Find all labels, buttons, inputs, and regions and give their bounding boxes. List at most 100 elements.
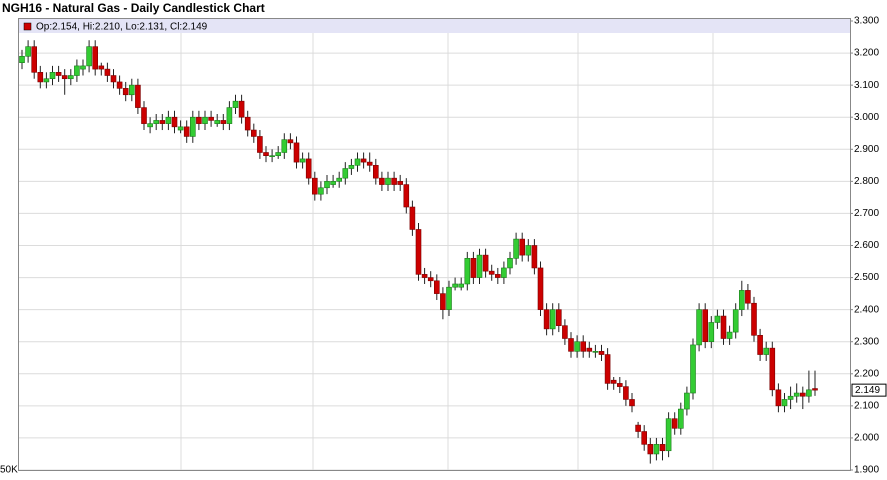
candle-body: [25, 46, 31, 57]
y-tick-label: 2.100: [854, 400, 879, 411]
candle-body: [372, 165, 379, 179]
candle-body: [769, 347, 776, 391]
candle-body: [452, 283, 458, 288]
candle-body: [476, 254, 483, 278]
candle-body: [531, 245, 538, 269]
plot-frame: [18, 18, 851, 471]
candle-body: [635, 424, 641, 432]
candle-body: [549, 309, 556, 330]
y-tick-label: 2.200: [854, 368, 879, 379]
date-grid: [180, 18, 714, 470]
candle-body: [665, 418, 672, 452]
candle-body: [311, 177, 318, 195]
candle-body: [745, 290, 751, 304]
candle-body: [202, 116, 208, 124]
y-tick-label: 2.900: [854, 144, 879, 155]
candle-body: [470, 258, 477, 278]
candle-body: [586, 347, 593, 352]
candles: [19, 40, 818, 464]
y-tick-label: 2.300: [854, 336, 879, 347]
y-tick-label: 3.200: [854, 48, 879, 59]
candle-body: [98, 65, 105, 70]
candle-body: [92, 46, 98, 70]
candle-body: [379, 177, 385, 185]
candle-body: [726, 331, 733, 339]
candle-body: [68, 75, 74, 80]
candle-body: [787, 395, 794, 400]
candle-body: [598, 351, 605, 355]
candle-body: [391, 177, 397, 185]
candle-body: [153, 120, 159, 124]
candle-body: [122, 88, 129, 96]
candle-body: [330, 181, 336, 185]
candle-body: [440, 293, 446, 310]
candle-body: [147, 123, 153, 128]
candle-body: [397, 181, 404, 185]
candle-body: [232, 100, 239, 108]
candle-body: [104, 68, 111, 76]
candle-body: [671, 418, 678, 429]
candle-body: [427, 277, 434, 282]
candle-body: [623, 386, 629, 400]
candle-body: [458, 283, 465, 288]
legend-band: [19, 19, 850, 33]
candle-body: [299, 158, 306, 163]
y-tick-label: 2.800: [854, 176, 879, 187]
grid: [19, 20, 850, 471]
y-axis: 1.900 2.000 2.100 2.200 2.300 2.400 2.500 2.600…: [850, 16, 887, 476]
candle-body: [281, 139, 288, 153]
candle-body: [336, 177, 343, 182]
candle-body: [537, 267, 544, 310]
candle-body: [592, 351, 599, 353]
candle-body: [610, 379, 617, 384]
candle-body: [324, 181, 330, 189]
candle-body: [482, 254, 489, 272]
candle-body: [177, 126, 184, 131]
candle-body: [348, 165, 355, 169]
candle-body: [574, 341, 580, 352]
y-tick-label: 3.100: [854, 80, 879, 91]
candle-body: [244, 116, 251, 131]
candle-body: [708, 322, 715, 343]
candle-body: [135, 84, 141, 108]
candle-body: [415, 229, 422, 275]
candle-body: [257, 136, 263, 153]
candle-body: [732, 309, 739, 333]
candle-body: [31, 46, 38, 73]
candle-body: [580, 341, 587, 352]
y-tick-label: 2.600: [854, 240, 879, 251]
candle-body: [214, 120, 220, 124]
candle-body: [525, 245, 532, 256]
last-price-box: [851, 383, 887, 397]
candle-body: [55, 72, 62, 76]
candle-body: [763, 347, 770, 355]
candle-body: [684, 392, 690, 410]
y-tick-label: 3.000: [854, 112, 879, 123]
candle-body: [653, 444, 660, 455]
candle-body: [305, 158, 312, 179]
candle-body: [116, 81, 123, 89]
candle-body: [647, 444, 654, 455]
candle-body: [385, 177, 391, 185]
candle-body: [251, 129, 257, 137]
candle-body: [141, 107, 147, 124]
candle-body: [318, 187, 324, 195]
candle-body: [494, 274, 501, 278]
candle-body: [793, 392, 800, 397]
y-tick-label: 2.000: [854, 433, 879, 444]
candle-body: [171, 116, 178, 128]
volume-label: 50K: [0, 465, 18, 475]
candle-body: [757, 334, 763, 355]
candle-body: [806, 389, 812, 397]
candle-body: [366, 161, 373, 166]
candle-body: [129, 84, 135, 96]
y-tick-label: 1.900: [854, 465, 879, 475]
candle-body: [690, 344, 696, 394]
candle-body: [641, 431, 648, 445]
candle-body: [43, 78, 50, 83]
candle-body: [409, 206, 416, 230]
candle-body: [738, 290, 745, 310]
candle-body: [781, 399, 788, 407]
candle-body: [421, 274, 428, 278]
candle-body: [110, 75, 117, 83]
